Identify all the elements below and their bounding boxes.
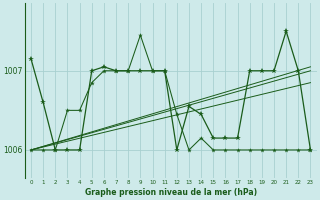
X-axis label: Graphe pression niveau de la mer (hPa): Graphe pression niveau de la mer (hPa) <box>85 188 257 197</box>
